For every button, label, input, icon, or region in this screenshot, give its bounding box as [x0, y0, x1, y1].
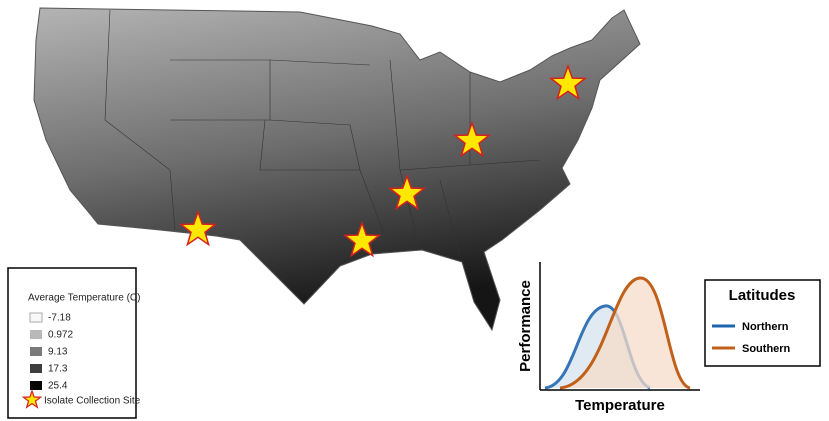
- map-legend: Average Temperature (C) -7.18 0.972 9.13…: [7, 267, 141, 419]
- state-borders: [104, 9, 541, 256]
- swatch: [30, 364, 42, 373]
- legend-site: Isolate Collection Site: [44, 396, 141, 407]
- legend-item: 25.4: [48, 381, 68, 392]
- legend-item: 9.13: [48, 347, 68, 358]
- y-axis-label: Performance: [517, 280, 534, 372]
- legend-item: 0.972: [48, 330, 73, 341]
- swatch: [30, 347, 42, 356]
- southern-curve: [559, 276, 691, 390]
- inset-legend-item: Southern: [742, 343, 791, 355]
- us-map: [33, 7, 641, 332]
- legend-item: 17.3: [48, 364, 68, 375]
- inset-legend-item: Northern: [742, 321, 789, 333]
- swatch: [30, 381, 42, 390]
- inset-legend-box: [704, 279, 821, 367]
- legend-title: Average Temperature (C): [28, 293, 140, 304]
- inset-legend-title: Latitudes: [729, 287, 796, 304]
- legend-item: -7.18: [48, 313, 71, 324]
- inset-chart: Performance Temperature Latitudes Northe…: [517, 262, 821, 414]
- legend-box: [7, 267, 137, 419]
- swatch: [29, 312, 43, 323]
- swatch: [30, 330, 42, 339]
- x-axis-label: Temperature: [575, 397, 665, 414]
